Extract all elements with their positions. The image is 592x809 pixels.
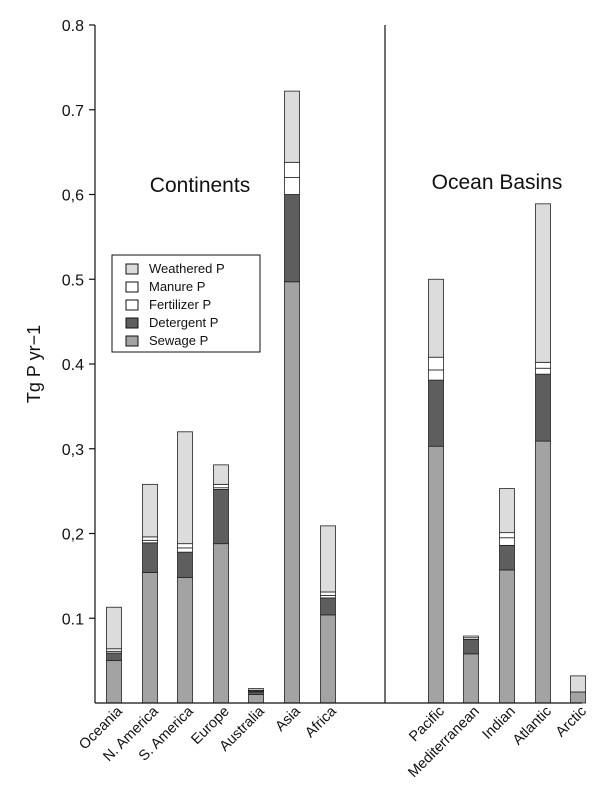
bar-atlantic-manure-p <box>535 361 551 369</box>
y-tick-label: 0.4 <box>62 357 84 374</box>
legend-label-manure-p: Manure P <box>149 279 205 294</box>
bar-s-america-sewage-p <box>177 577 193 704</box>
legend-label-detergent-p: Detergent P <box>149 315 218 330</box>
bar-africa-sewage-p <box>320 614 336 704</box>
x-label-atlantic: Atlantic <box>510 704 555 749</box>
bar-africa-detergent-p <box>320 597 336 616</box>
bar-n-america-weathered-p <box>142 483 158 538</box>
bar-europe-manure-p <box>213 483 229 489</box>
bar-n-america-manure-p <box>142 536 158 541</box>
bar-indian-sewage-p <box>499 569 515 704</box>
bar-africa-weathered-p <box>320 525 336 593</box>
bar-mediterranean-manure-p <box>463 635 479 639</box>
y-tick-label: 0,2 <box>62 527 84 544</box>
y-tick-label: 0.8 <box>62 18 84 35</box>
y-tick-label: 0.5 <box>62 272 84 289</box>
y-axis-label: Tg P yr−1 <box>24 325 44 403</box>
bar-s-america-weathered-p <box>177 431 193 545</box>
bar-europe-detergent-p <box>213 489 229 545</box>
bar-atlantic-detergent-p <box>535 373 551 442</box>
legend-items: Weathered P Manure P Fertilizer P Detergent… <box>125 261 225 348</box>
legend-swatch-fertilizer-p <box>125 299 139 311</box>
bar-oceania-sewage-p <box>106 660 122 704</box>
bar-africa-manure-p <box>320 591 336 596</box>
legend-label-sewage-p: Sewage P <box>149 333 208 348</box>
legend: Weathered P Manure P Fertilizer P Detergent… <box>111 254 261 353</box>
bar-s-america-manure-p <box>177 543 193 549</box>
bar-mediterranean-detergent-p <box>463 639 479 655</box>
bar-pacific-manure-p <box>428 356 444 371</box>
bar-europe-sewage-p <box>213 543 229 704</box>
bar-atlantic-weathered-p <box>535 203 551 363</box>
bar-pacific-detergent-p <box>428 379 444 447</box>
bar-mediterranean-sewage-p <box>463 653 479 704</box>
bar-atlantic-sewage-p <box>535 440 551 704</box>
bar-s-america-detergent-p <box>177 551 193 578</box>
bar-australia-sewage-p <box>248 694 264 704</box>
bar-indian-manure-p <box>499 532 515 539</box>
bar-atlantic-fertilizer-p <box>535 367 551 375</box>
y-tick-label: 0.1 <box>62 611 84 628</box>
y-tick-label: 0.7 <box>62 103 84 120</box>
legend-swatch-manure-p <box>125 281 139 293</box>
bar-asia-weathered-p <box>284 90 300 163</box>
bar-asia-detergent-p <box>284 194 300 283</box>
bar-asia-fertilizer-p <box>284 177 300 195</box>
bar-arctic-weathered-p <box>570 675 586 693</box>
bar-pacific-fertilizer-p <box>428 369 444 381</box>
bar-australia-weathered-p <box>248 688 264 691</box>
legend-swatch-detergent-p <box>125 317 139 329</box>
bar-indian-weathered-p <box>499 488 515 534</box>
legend-swatch-sewage-p <box>125 335 139 347</box>
legend-label-weathered-p: Weathered P <box>149 261 225 276</box>
group-label-ocean-basins: Ocean Basins <box>432 171 563 194</box>
y-tick-label: 0,3 <box>62 442 84 459</box>
bar-s-america-fertilizer-p <box>177 547 193 553</box>
bar-europe-weathered-p <box>213 464 229 485</box>
x-label-arctic: Arctic <box>553 704 590 741</box>
x-label-africa: Africa <box>302 703 340 741</box>
bar-asia-sewage-p <box>284 281 300 704</box>
y-tick-label: 0,6 <box>62 188 84 205</box>
bar-n-america-detergent-p <box>142 542 158 573</box>
group-label-continents: Continents <box>150 174 250 197</box>
bar-pacific-sewage-p <box>428 445 444 704</box>
bar-n-america-sewage-p <box>142 572 158 704</box>
bar-asia-manure-p <box>284 161 300 178</box>
bar-indian-detergent-p <box>499 544 515 571</box>
legend-label-fertilizer-p: Fertilizer P <box>149 297 211 312</box>
bars-layer <box>106 90 586 704</box>
bar-pacific-weathered-p <box>428 278 444 358</box>
y-ticks-layer: 0.1 0,2 0,3 0.4 0.5 0,6 0.7 0.8 <box>62 18 95 628</box>
bar-indian-fertilizer-p <box>499 537 515 546</box>
legend-swatch-weathered-p <box>125 263 139 275</box>
x-label-asia: Asia <box>273 703 305 735</box>
bar-oceania-detergent-p <box>106 652 122 662</box>
bar-oceania-weathered-p <box>106 606 122 650</box>
bar-arctic-sewage-p <box>570 691 586 704</box>
